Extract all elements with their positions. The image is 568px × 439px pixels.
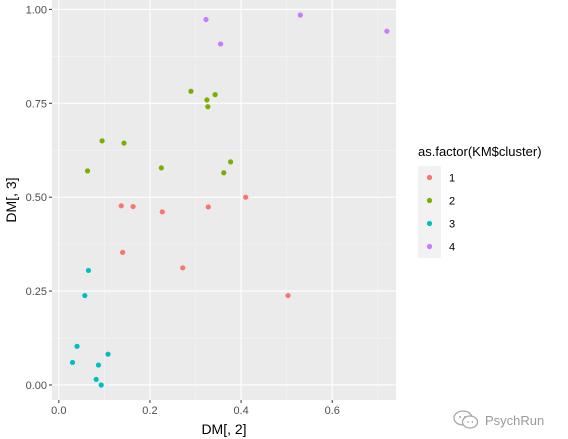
grid-minor bbox=[52, 0, 396, 400]
data-point-cluster-2 bbox=[204, 97, 210, 103]
data-point-cluster-2 bbox=[121, 140, 127, 146]
legend: as.factor(KM$cluster) 1 2 3 4 bbox=[418, 144, 542, 258]
data-point-cluster-3 bbox=[95, 362, 102, 368]
watermark-text: PsychRun bbox=[485, 412, 545, 428]
plot-panel bbox=[52, 0, 396, 400]
legend-label-4: 4 bbox=[449, 242, 455, 254]
legend-label-2: 2 bbox=[449, 196, 455, 208]
y-tick-label: 0.50 bbox=[26, 192, 47, 204]
data-point-cluster-1 bbox=[180, 265, 186, 271]
data-point-cluster-1 bbox=[120, 249, 126, 255]
data-point-cluster-2 bbox=[228, 159, 234, 165]
legend-swatch-3 bbox=[426, 220, 433, 227]
x-tick-label: 0.0 bbox=[51, 405, 66, 417]
data-point-cluster-4 bbox=[203, 16, 209, 23]
data-point-cluster-2 bbox=[205, 104, 211, 110]
data-point-cluster-3 bbox=[85, 267, 92, 274]
y-axis-title: DM[, 3] bbox=[3, 177, 19, 222]
legend-swatch-2 bbox=[426, 197, 433, 204]
data-points bbox=[69, 12, 390, 388]
wechat-icon bbox=[453, 410, 479, 429]
y-tick-label: 1.00 bbox=[26, 4, 47, 16]
legend-label-3: 3 bbox=[449, 219, 455, 231]
x-tick-label: 0.2 bbox=[142, 405, 157, 417]
legend-swatch-4 bbox=[426, 243, 433, 250]
data-point-cluster-3 bbox=[82, 292, 88, 299]
y-axis-ticks: 0.00 0.25 0.50 0.75 1.00 bbox=[26, 4, 52, 392]
data-point-cluster-1 bbox=[159, 209, 165, 215]
data-point-cluster-2 bbox=[84, 168, 91, 174]
data-point-cluster-1 bbox=[118, 203, 124, 209]
data-point-cluster-4 bbox=[384, 28, 390, 34]
y-tick-label: 0.25 bbox=[26, 286, 47, 298]
x-tick-label: 0.4 bbox=[233, 405, 248, 417]
data-point-cluster-4 bbox=[217, 41, 224, 47]
x-axis-ticks: 0.0 0.2 0.4 0.6 bbox=[51, 400, 340, 417]
data-point-cluster-3 bbox=[105, 351, 111, 357]
y-tick-label: 0.00 bbox=[26, 380, 47, 392]
data-point-cluster-4 bbox=[297, 12, 303, 18]
data-point-cluster-2 bbox=[221, 170, 227, 176]
x-tick-label: 0.6 bbox=[325, 405, 340, 417]
grid-major bbox=[52, 0, 396, 400]
x-axis-title: DM[, 2] bbox=[201, 421, 246, 437]
y-tick-label: 0.75 bbox=[26, 98, 47, 110]
data-point-cluster-1 bbox=[243, 194, 249, 200]
legend-label-1: 1 bbox=[449, 173, 455, 185]
data-point-cluster-2 bbox=[188, 88, 194, 94]
data-point-cluster-1 bbox=[205, 204, 211, 210]
data-point-cluster-2 bbox=[99, 138, 105, 144]
data-point-cluster-3 bbox=[93, 376, 99, 382]
data-point-cluster-1 bbox=[285, 292, 291, 299]
data-point-cluster-3 bbox=[74, 343, 80, 349]
data-point-cluster-2 bbox=[212, 92, 218, 98]
legend-swatch-1 bbox=[426, 174, 433, 181]
legend-title: as.factor(KM$cluster) bbox=[418, 144, 542, 159]
data-point-cluster-1 bbox=[130, 203, 136, 210]
data-point-cluster-3 bbox=[98, 382, 104, 388]
watermark: PsychRun bbox=[453, 410, 544, 430]
data-point-cluster-2 bbox=[158, 165, 164, 171]
data-point-cluster-3 bbox=[69, 359, 76, 366]
